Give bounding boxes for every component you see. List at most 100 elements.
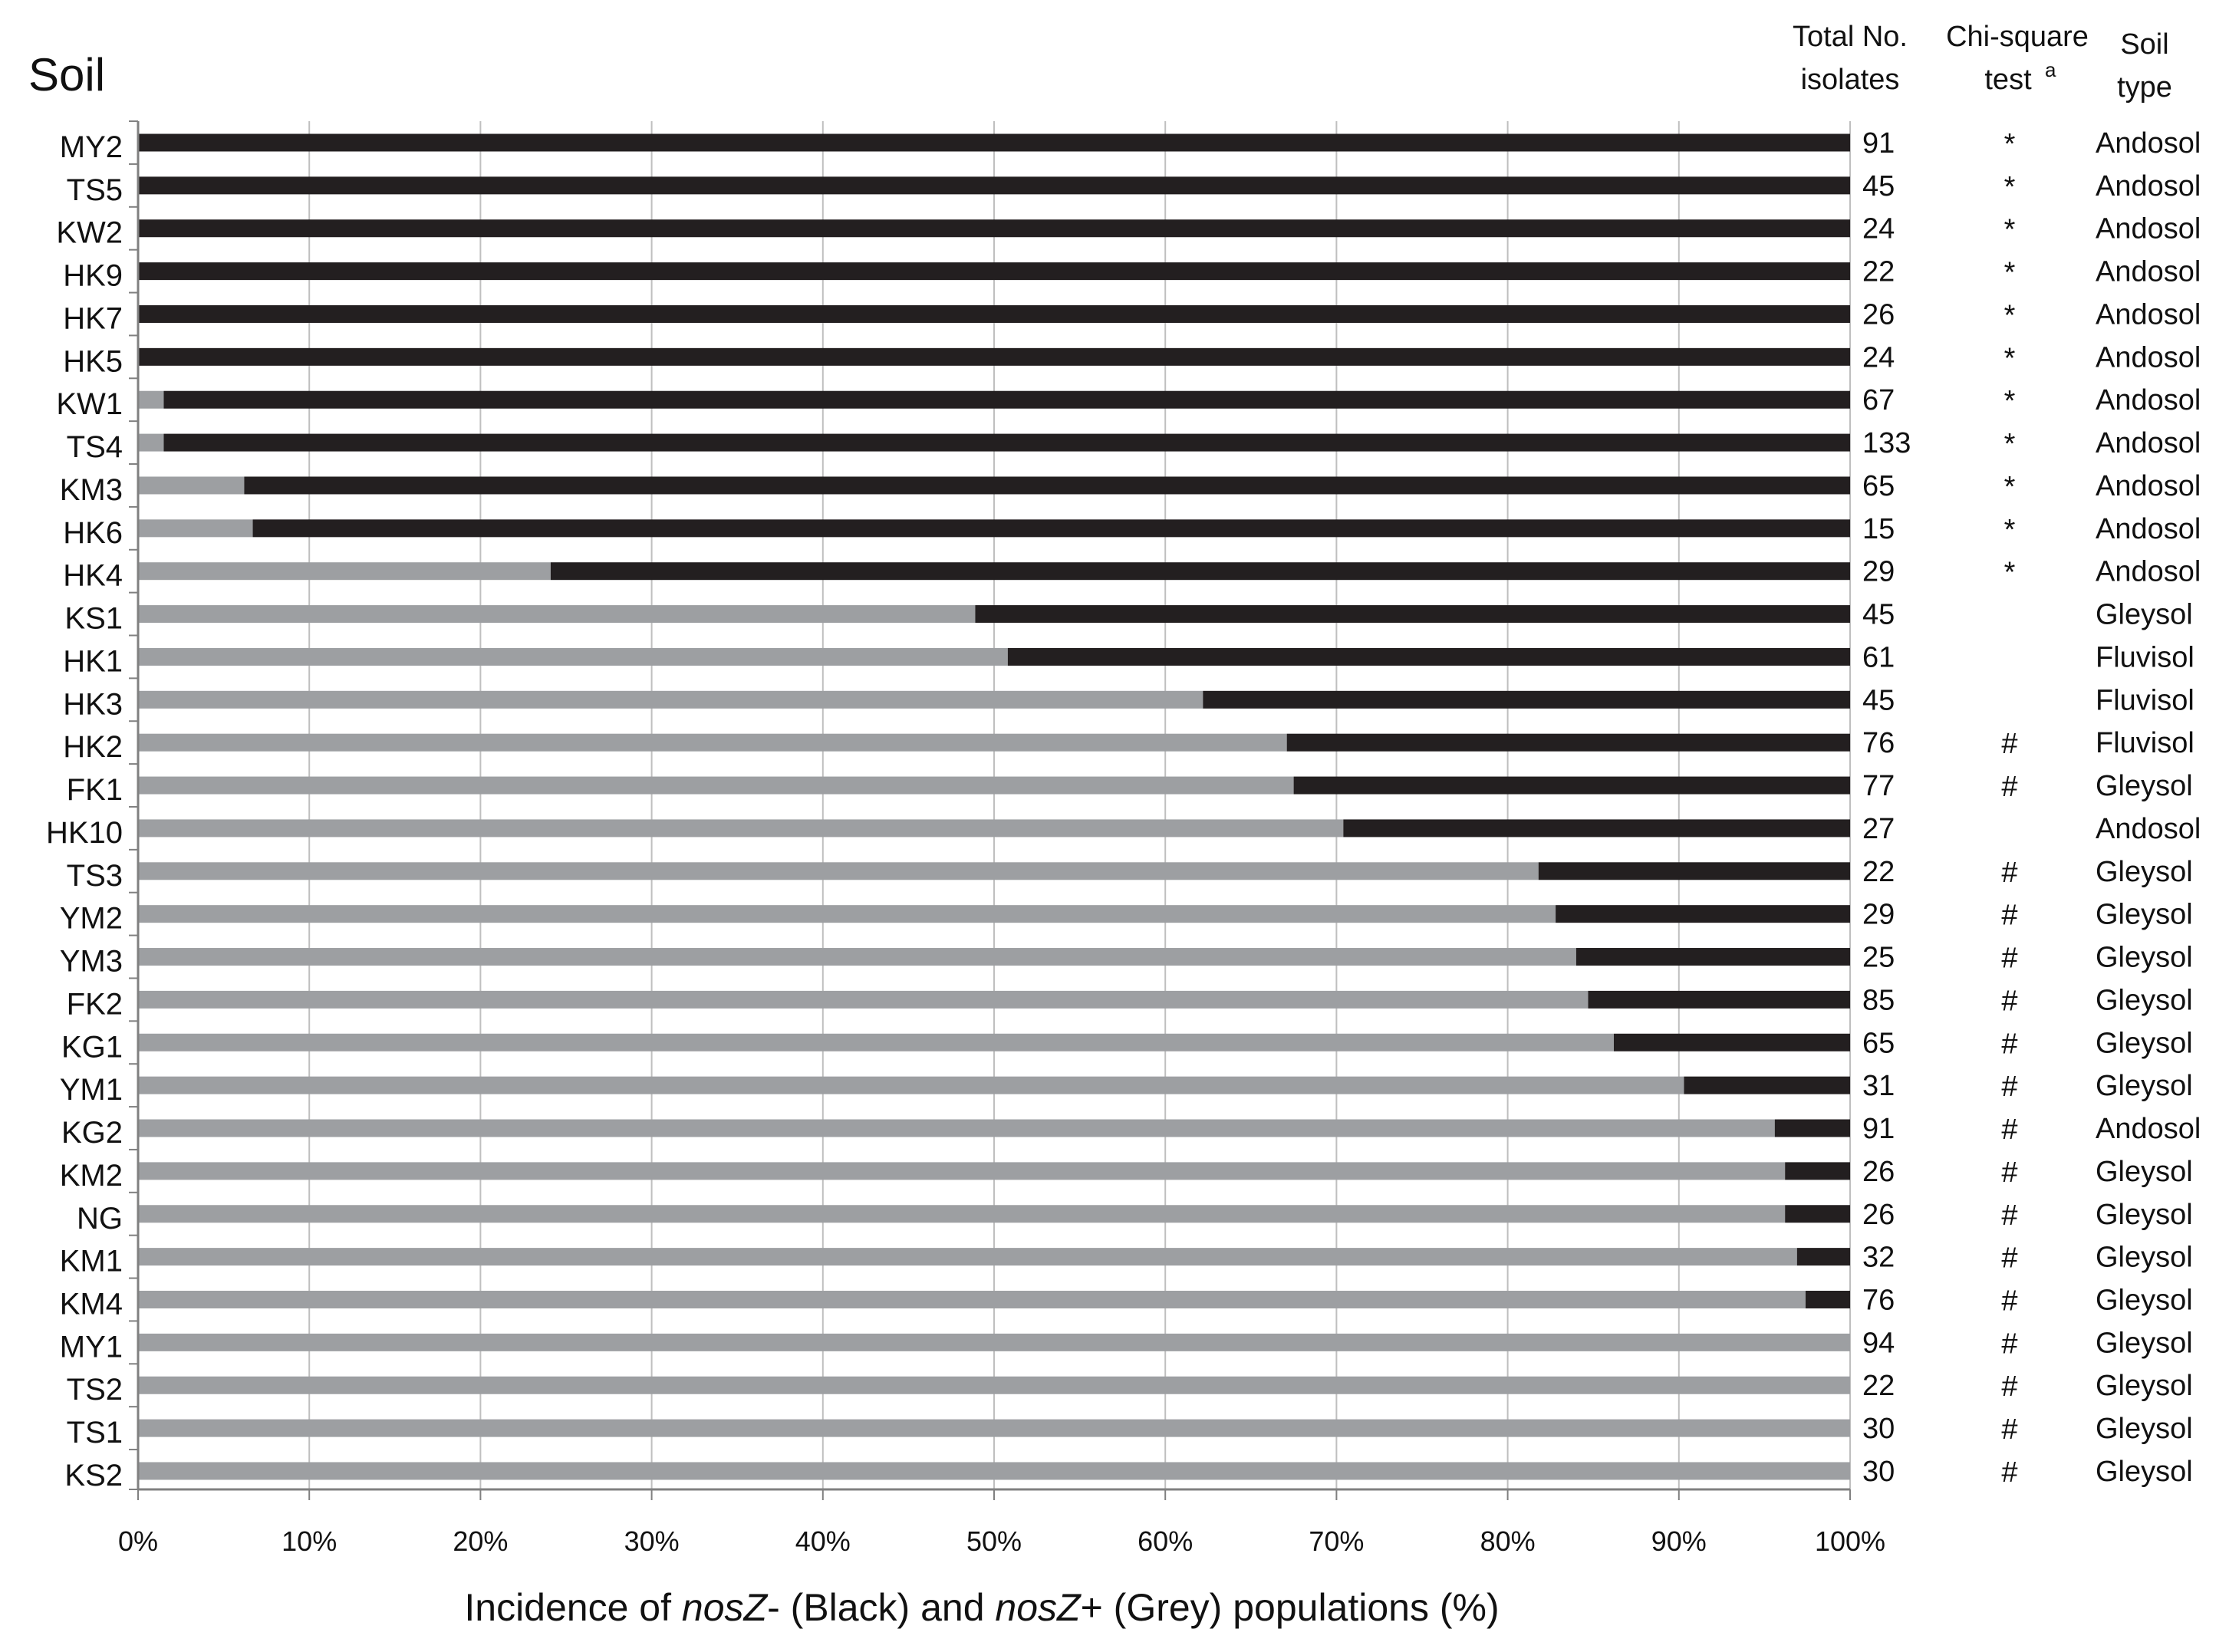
chi-square-mark: # — [2001, 1242, 2017, 1275]
chi-square-mark: # — [2001, 1413, 2017, 1446]
x-tick-labels: 0% 10% 20% 30% 40% 50% 60% 70% 80% 90% 100% — [118, 1525, 1885, 1557]
total-isolates-value: 22 — [1862, 256, 1895, 288]
row-label: TS5 — [67, 173, 123, 207]
chi-square-mark: * — [2004, 171, 2016, 203]
bar-nosz-plus — [138, 1033, 1614, 1051]
chi-square-mark: # — [2001, 1071, 2017, 1103]
total-isolates-value: 31 — [1862, 1070, 1895, 1102]
total-isolates-value: 29 — [1862, 899, 1895, 931]
chi-square-mark: # — [2001, 1328, 2017, 1360]
total-isolates-value: 45 — [1862, 684, 1895, 716]
soil-type-value: Gleysol — [2096, 770, 2193, 802]
soil-type-value: Gleysol — [2096, 1413, 2193, 1445]
row-label: TS2 — [67, 1373, 123, 1407]
row-label: HK6 — [63, 516, 123, 550]
row-label: HK7 — [63, 301, 123, 335]
total-isolates-value: 15 — [1862, 513, 1895, 545]
chart-title: Soil — [28, 49, 105, 100]
total-isolates-value: 77 — [1862, 770, 1895, 802]
total-isolates-value: 27 — [1862, 813, 1895, 845]
bar-nosz-plus — [138, 1119, 1775, 1137]
soil-type-value: Andosol — [2096, 1113, 2201, 1145]
bar-nosz-plus — [138, 776, 1294, 795]
row-labels: MY2 TS5 KW2 HK9 HK7 HK5 KW1 TS4 KM3 HK6 HK4 KS1 HK1 H… — [46, 130, 123, 1492]
bar-nosz-plus — [138, 562, 551, 581]
total-isolates-value: 30 — [1862, 1413, 1895, 1445]
bar-nosz-plus — [138, 1290, 1806, 1308]
bar-nosz-plus — [138, 519, 253, 538]
x-tick-label: 20% — [453, 1525, 508, 1557]
bar-nosz-plus — [138, 733, 1287, 752]
row-label: KM2 — [60, 1159, 123, 1193]
bar-nosz-minus — [138, 262, 1850, 281]
soil-type-value: Gleysol — [2096, 1027, 2193, 1059]
x-axis-label: Incidence of nosZ- (Black) and nosZ+ (Gr… — [464, 1586, 1499, 1629]
bar-nosz-plus — [138, 1419, 1850, 1437]
row-label: TS4 — [67, 430, 123, 464]
bar-nosz-plus — [138, 1248, 1797, 1266]
row-label: TS3 — [67, 859, 123, 893]
soil-type-value: Andosol — [2096, 384, 2201, 416]
bar-nosz-minus — [1785, 1162, 1850, 1180]
x-tick-label: 80% — [1480, 1525, 1536, 1557]
soil-type-value: Fluvisol — [2096, 641, 2194, 673]
row-label: HK2 — [63, 730, 123, 764]
chi-square-mark: * — [2004, 557, 2016, 589]
bar-nosz-plus — [138, 948, 1576, 966]
chi-square-mark: * — [2004, 128, 2016, 160]
total-header-line1: Total No. — [1793, 21, 1908, 53]
chi-header-superscript: a — [2045, 58, 2056, 81]
x-tick-label: 90% — [1651, 1525, 1707, 1557]
chi-square-mark: * — [2004, 214, 2016, 246]
bar-nosz-minus — [138, 304, 1850, 323]
x-tick-label: 30% — [624, 1525, 680, 1557]
total-isolates-value: 29 — [1862, 556, 1895, 588]
soil-type-header-line1: Soil — [2120, 28, 2168, 61]
soil-type-value: Andosol — [2096, 513, 2201, 545]
row-label: KM1 — [60, 1245, 123, 1278]
bar-nosz-minus — [138, 133, 1850, 152]
row-label: KG2 — [61, 1116, 123, 1150]
row-label: KW1 — [56, 387, 123, 421]
soil-type-value: Gleysol — [2096, 599, 2193, 631]
soil-type-value: Gleysol — [2096, 1070, 2193, 1102]
chi-square-mark: * — [2004, 257, 2016, 289]
bar-nosz-minus — [1805, 1290, 1850, 1308]
bar-nosz-minus — [550, 562, 1850, 581]
axes — [129, 120, 1851, 1500]
soil-type-value: Gleysol — [2096, 1284, 2193, 1316]
total-isolates-value: 22 — [1862, 856, 1895, 888]
bar-nosz-minus — [975, 605, 1850, 624]
total-isolates-value: 65 — [1862, 470, 1895, 502]
row-label: KM3 — [60, 473, 123, 507]
soil-type-value: Fluvisol — [2096, 727, 2194, 759]
chi-square-mark: # — [2001, 1114, 2017, 1146]
soil-type-value: Andosol — [2096, 127, 2201, 160]
x-tick-label: 100% — [1815, 1525, 1885, 1557]
row-label: KW2 — [56, 216, 123, 250]
chi-square-mark: # — [2001, 728, 2017, 760]
bar-nosz-plus — [138, 433, 164, 452]
x-axis-label-part: nosZ — [682, 1586, 769, 1629]
bar-nosz-minus — [1796, 1248, 1850, 1266]
bar-nosz-plus — [138, 605, 976, 624]
chi-square-mark: # — [2001, 771, 2017, 803]
chi-square-mark: # — [2001, 1200, 2017, 1232]
row-label: KS1 — [64, 602, 123, 636]
row-label: FK2 — [67, 987, 123, 1021]
row-label: YM1 — [60, 1073, 123, 1107]
total-isolates-value: 24 — [1862, 213, 1895, 245]
bar-nosz-plus — [138, 476, 245, 495]
total-isolates-value: 76 — [1862, 1284, 1895, 1316]
row-label: HK9 — [63, 259, 123, 293]
bar-nosz-plus — [138, 905, 1556, 923]
chi-square-mark: # — [2001, 900, 2017, 932]
row-label: HK10 — [46, 816, 123, 850]
chi-header-line2: test — [1984, 64, 2032, 96]
bar-nosz-plus — [138, 647, 1008, 666]
chi-square-mark: * — [2004, 385, 2016, 417]
x-tick-label: 40% — [795, 1525, 851, 1557]
total-isolates-value: 26 — [1862, 1199, 1895, 1231]
chi-square-mark: # — [2001, 1285, 2017, 1317]
